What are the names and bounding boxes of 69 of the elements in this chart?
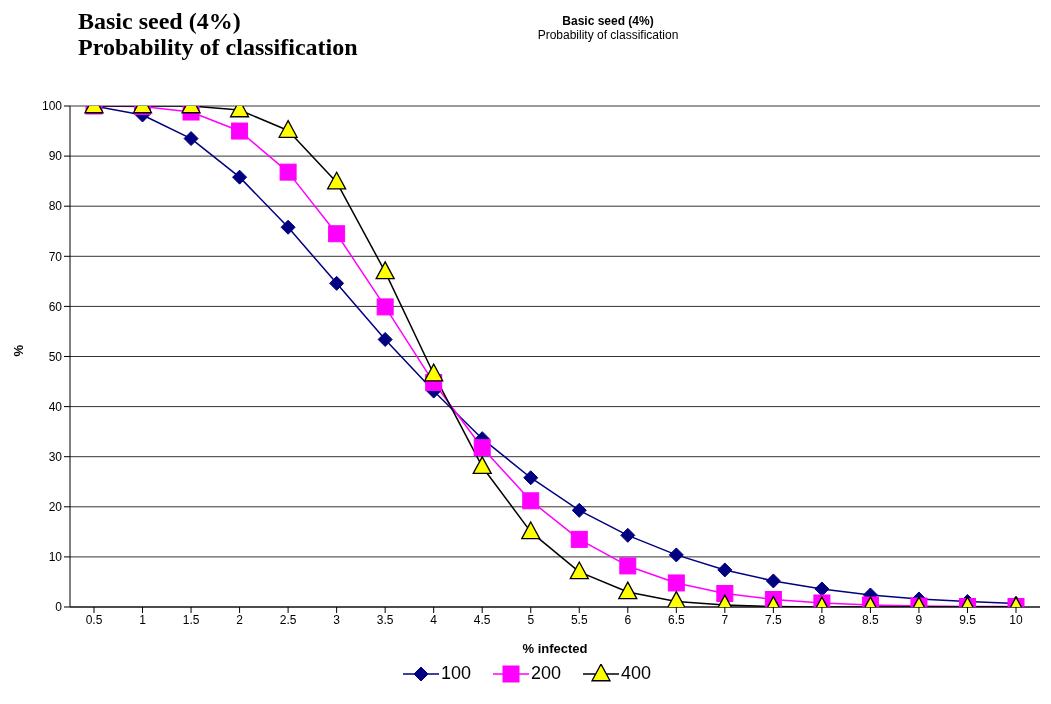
y-tick-label: 60 bbox=[48, 299, 63, 314]
x-tick-label: 9.5 bbox=[959, 612, 977, 627]
y-tick-label: 40 bbox=[48, 399, 63, 414]
text: Probability of classification bbox=[78, 34, 358, 60]
point bbox=[521, 521, 541, 540]
point bbox=[717, 562, 733, 578]
point bbox=[619, 557, 637, 575]
point bbox=[278, 120, 298, 138]
point bbox=[232, 169, 248, 185]
y-tick-label: 100 bbox=[41, 99, 63, 114]
point bbox=[376, 298, 394, 316]
point bbox=[473, 439, 491, 457]
y-tick-label: 50 bbox=[48, 349, 63, 364]
point bbox=[183, 131, 199, 147]
y-tick-label: 70 bbox=[48, 249, 63, 264]
point bbox=[329, 275, 345, 291]
point bbox=[424, 363, 444, 382]
x-tick-label: 3 bbox=[333, 612, 341, 627]
legend-label: 400 bbox=[621, 663, 652, 684]
point bbox=[667, 574, 685, 592]
x-tick-label: 3.5 bbox=[376, 612, 394, 627]
y-axis-title: % bbox=[10, 344, 26, 357]
x-axis-title: % infected bbox=[522, 641, 588, 656]
point bbox=[668, 547, 684, 563]
chart-title: Basic seed (4%) bbox=[561, 14, 655, 28]
legend-label: 200 bbox=[530, 663, 562, 684]
x-tick-label: 1.5 bbox=[182, 612, 200, 627]
x-tick-label: 6.5 bbox=[667, 612, 685, 627]
point bbox=[280, 219, 296, 235]
y-tick-label: 20 bbox=[48, 500, 63, 515]
point bbox=[814, 581, 830, 597]
x-tick-label: 2.5 bbox=[279, 612, 297, 627]
point bbox=[377, 331, 393, 347]
point bbox=[570, 530, 588, 548]
y-tick-label: 80 bbox=[48, 199, 63, 214]
point bbox=[326, 171, 347, 190]
y-tick-label: 30 bbox=[48, 449, 63, 464]
legend-label: 100 bbox=[440, 663, 471, 684]
x-tick-label: 2 bbox=[236, 612, 244, 627]
point bbox=[231, 122, 249, 140]
y-tick-label: 0 bbox=[55, 600, 63, 615]
y-tick-label: 90 bbox=[48, 149, 63, 164]
x-tick-label: 5 bbox=[527, 612, 535, 627]
point bbox=[571, 502, 587, 518]
point bbox=[375, 261, 395, 280]
x-tick-label: 1 bbox=[139, 612, 147, 627]
point bbox=[523, 470, 539, 486]
x-tick-label: 10 bbox=[1009, 612, 1023, 627]
x-tick-label: 8.5 bbox=[862, 612, 880, 627]
x-tick-label: 8 bbox=[818, 612, 826, 627]
point bbox=[569, 561, 589, 580]
point bbox=[620, 527, 636, 543]
x-tick-label: 5.5 bbox=[570, 612, 588, 627]
x-tick-label: 0.5 bbox=[85, 612, 103, 627]
text: Basic seed (4%) bbox=[78, 8, 242, 34]
point bbox=[328, 225, 346, 243]
x-tick-label: 6 bbox=[624, 612, 632, 627]
point bbox=[618, 581, 638, 600]
point bbox=[765, 573, 781, 589]
point bbox=[522, 492, 540, 510]
x-tick-label: 4.5 bbox=[473, 612, 491, 627]
x-tick-label: 7 bbox=[721, 612, 729, 627]
point bbox=[472, 456, 492, 475]
chart-subtitle: Probability of classification bbox=[536, 28, 680, 42]
x-tick-label: 4 bbox=[430, 612, 438, 627]
x-tick-label: 9 bbox=[915, 612, 923, 627]
y-tick-label: 10 bbox=[48, 550, 63, 565]
x-tick-label: 7.5 bbox=[765, 612, 783, 627]
point bbox=[279, 163, 297, 181]
